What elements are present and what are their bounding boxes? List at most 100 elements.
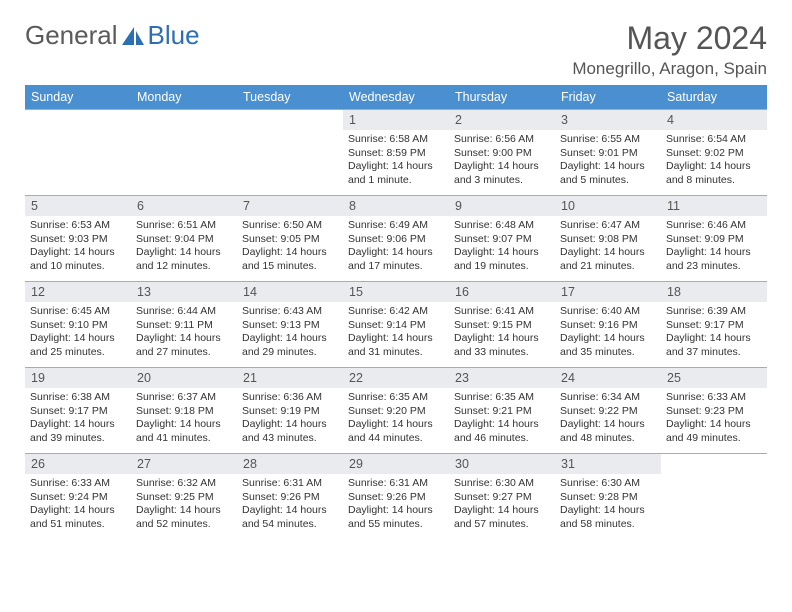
sunrise-text: Sunrise: 6:58 AM [348,133,444,147]
weekday-row: Sunday Monday Tuesday Wednesday Thursday… [25,85,767,110]
calendar-day: 30Sunrise: 6:30 AMSunset: 9:27 PMDayligh… [449,454,555,540]
day-number: 26 [25,454,131,474]
daylight-text: Daylight: 14 hours and 1 minute. [348,160,444,187]
calendar-day [661,454,767,540]
daylight-text: Daylight: 14 hours and 23 minutes. [666,246,762,273]
day-info: Sunrise: 6:54 AMSunset: 9:02 PMDaylight:… [661,130,767,190]
sunrise-text: Sunrise: 6:48 AM [454,219,550,233]
calendar-day: 5Sunrise: 6:53 AMSunset: 9:03 PMDaylight… [25,196,131,282]
sunrise-text: Sunrise: 6:35 AM [454,391,550,405]
day-number: 30 [449,454,555,474]
day-info: Sunrise: 6:31 AMSunset: 9:26 PMDaylight:… [343,474,449,534]
calendar-week: 19Sunrise: 6:38 AMSunset: 9:17 PMDayligh… [25,368,767,454]
day-info: Sunrise: 6:53 AMSunset: 9:03 PMDaylight:… [25,216,131,276]
sunrise-text: Sunrise: 6:33 AM [666,391,762,405]
calendar-day: 15Sunrise: 6:42 AMSunset: 9:14 PMDayligh… [343,282,449,368]
sunrise-text: Sunrise: 6:30 AM [454,477,550,491]
sunrise-text: Sunrise: 6:44 AM [136,305,232,319]
day-number: 10 [555,196,661,216]
sunrise-text: Sunrise: 6:55 AM [560,133,656,147]
sunrise-text: Sunrise: 6:54 AM [666,133,762,147]
daylight-text: Daylight: 14 hours and 25 minutes. [30,332,126,359]
calendar-day: 20Sunrise: 6:37 AMSunset: 9:18 PMDayligh… [131,368,237,454]
calendar-day: 18Sunrise: 6:39 AMSunset: 9:17 PMDayligh… [661,282,767,368]
calendar-day: 3Sunrise: 6:55 AMSunset: 9:01 PMDaylight… [555,110,661,196]
day-number: 1 [343,110,449,130]
sunset-text: Sunset: 9:28 PM [560,491,656,505]
day-number: 22 [343,368,449,388]
calendar-day: 11Sunrise: 6:46 AMSunset: 9:09 PMDayligh… [661,196,767,282]
sunset-text: Sunset: 9:26 PM [348,491,444,505]
day-number: 20 [131,368,237,388]
calendar-day [237,110,343,196]
day-number: 29 [343,454,449,474]
calendar-body: 1Sunrise: 6:58 AMSunset: 8:59 PMDaylight… [25,110,767,540]
day-number: 25 [661,368,767,388]
calendar-day: 16Sunrise: 6:41 AMSunset: 9:15 PMDayligh… [449,282,555,368]
day-info: Sunrise: 6:36 AMSunset: 9:19 PMDaylight:… [237,388,343,448]
sunrise-text: Sunrise: 6:41 AM [454,305,550,319]
calendar-day [25,110,131,196]
sunset-text: Sunset: 9:14 PM [348,319,444,333]
calendar-day: 6Sunrise: 6:51 AMSunset: 9:04 PMDaylight… [131,196,237,282]
day-info: Sunrise: 6:48 AMSunset: 9:07 PMDaylight:… [449,216,555,276]
day-info: Sunrise: 6:51 AMSunset: 9:04 PMDaylight:… [131,216,237,276]
calendar-day: 1Sunrise: 6:58 AMSunset: 8:59 PMDaylight… [343,110,449,196]
daylight-text: Daylight: 14 hours and 52 minutes. [136,504,232,531]
calendar-day [131,110,237,196]
sunset-text: Sunset: 9:27 PM [454,491,550,505]
header: General Blue May 2024 Monegrillo, Aragon… [25,20,767,79]
day-info: Sunrise: 6:55 AMSunset: 9:01 PMDaylight:… [555,130,661,190]
sunset-text: Sunset: 9:02 PM [666,147,762,161]
sunset-text: Sunset: 9:04 PM [136,233,232,247]
daylight-text: Daylight: 14 hours and 43 minutes. [242,418,338,445]
daylight-text: Daylight: 14 hours and 51 minutes. [30,504,126,531]
day-number: 6 [131,196,237,216]
day-number: 2 [449,110,555,130]
daylight-text: Daylight: 14 hours and 17 minutes. [348,246,444,273]
calendar-day: 27Sunrise: 6:32 AMSunset: 9:25 PMDayligh… [131,454,237,540]
daylight-text: Daylight: 14 hours and 57 minutes. [454,504,550,531]
sunrise-text: Sunrise: 6:39 AM [666,305,762,319]
daylight-text: Daylight: 14 hours and 33 minutes. [454,332,550,359]
daylight-text: Daylight: 14 hours and 49 minutes. [666,418,762,445]
daylight-text: Daylight: 14 hours and 55 minutes. [348,504,444,531]
logo-sail-icon [120,25,146,47]
logo-text-1: General [25,20,118,51]
logo-text-2: Blue [148,20,200,51]
weekday-wednesday: Wednesday [343,85,449,110]
sunset-text: Sunset: 9:01 PM [560,147,656,161]
day-number: 12 [25,282,131,302]
calendar-day: 7Sunrise: 6:50 AMSunset: 9:05 PMDaylight… [237,196,343,282]
calendar-day: 28Sunrise: 6:31 AMSunset: 9:26 PMDayligh… [237,454,343,540]
sunset-text: Sunset: 9:25 PM [136,491,232,505]
day-number: 11 [661,196,767,216]
calendar-day: 12Sunrise: 6:45 AMSunset: 9:10 PMDayligh… [25,282,131,368]
day-info: Sunrise: 6:35 AMSunset: 9:20 PMDaylight:… [343,388,449,448]
sunset-text: Sunset: 9:06 PM [348,233,444,247]
daylight-text: Daylight: 14 hours and 31 minutes. [348,332,444,359]
day-number [661,454,767,460]
sunset-text: Sunset: 9:10 PM [30,319,126,333]
calendar-table: Sunday Monday Tuesday Wednesday Thursday… [25,85,767,540]
weekday-sunday: Sunday [25,85,131,110]
day-info: Sunrise: 6:30 AMSunset: 9:28 PMDaylight:… [555,474,661,534]
calendar-day: 21Sunrise: 6:36 AMSunset: 9:19 PMDayligh… [237,368,343,454]
day-number: 7 [237,196,343,216]
day-info: Sunrise: 6:30 AMSunset: 9:27 PMDaylight:… [449,474,555,534]
sunrise-text: Sunrise: 6:40 AM [560,305,656,319]
day-info: Sunrise: 6:38 AMSunset: 9:17 PMDaylight:… [25,388,131,448]
day-number: 4 [661,110,767,130]
day-info: Sunrise: 6:44 AMSunset: 9:11 PMDaylight:… [131,302,237,362]
sunset-text: Sunset: 9:08 PM [560,233,656,247]
day-info: Sunrise: 6:40 AMSunset: 9:16 PMDaylight:… [555,302,661,362]
sunrise-text: Sunrise: 6:37 AM [136,391,232,405]
day-number: 16 [449,282,555,302]
calendar-day: 22Sunrise: 6:35 AMSunset: 9:20 PMDayligh… [343,368,449,454]
calendar-day: 25Sunrise: 6:33 AMSunset: 9:23 PMDayligh… [661,368,767,454]
sunset-text: Sunset: 9:05 PM [242,233,338,247]
sunrise-text: Sunrise: 6:31 AM [348,477,444,491]
day-number [25,110,131,116]
calendar-day: 26Sunrise: 6:33 AMSunset: 9:24 PMDayligh… [25,454,131,540]
day-number: 14 [237,282,343,302]
